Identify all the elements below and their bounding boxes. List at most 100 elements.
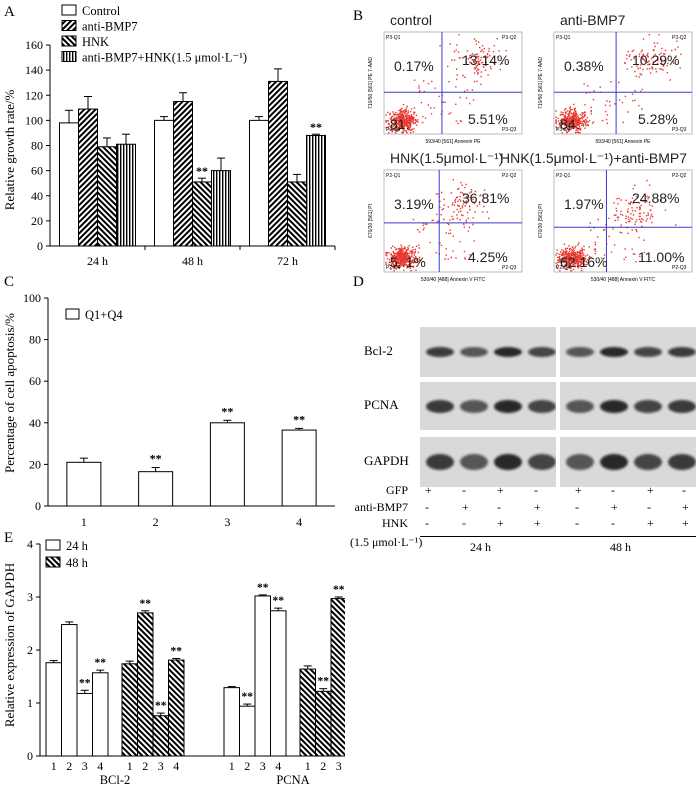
y-axis-label: Relative growth rate/% [2,90,17,211]
y-tick-label: 160 [25,38,43,52]
panel-label-c: C [4,274,15,290]
bar-group-2 [138,471,174,507]
legend-label: anti-BMP7+HNK(1.5 μmol·L⁻¹) [82,51,247,65]
y-tick-label: 4 [27,537,33,551]
significance-marker: ** [293,412,305,426]
panel-label-b: B [353,8,364,24]
blot-band [494,347,522,357]
quadrant-tag: P2-Q1 [556,173,571,179]
blot-band [600,347,628,357]
condition-mark: - [575,500,579,514]
quadrant-tag: P2-Q3 [672,265,687,271]
quadrant-q3-percent: 4.25% [468,249,508,265]
quadrant-tag: P3-Q1 [386,35,401,41]
hnk-concentration-note: (1.5 μmol·L⁻¹) [350,535,423,549]
bar-hnk-48h [192,181,212,247]
quadrant-tag: P2-Q2 [502,173,517,179]
condition-mark: - [647,500,651,514]
significance-marker: ** [95,657,107,669]
bar-anti-bmp7-hnk-48h [211,170,231,247]
quadrant-tag: P3-Q2 [502,35,517,41]
condition-mark: + [534,516,541,530]
condition-mark: + [647,483,654,497]
bar-pcna-24h-4 [270,610,287,757]
flow-scatter: P3-Q1 P3-Q2 P3-Q3 P3-Q4 593/40 [561] Annexin… [368,31,523,145]
quadrant-q4-percent: 81. [390,116,410,132]
y-tick-label: 0 [35,499,41,513]
x-tick-label: 2 [244,759,250,773]
flow-plot-title: anti-BMP7 [560,12,626,28]
condition-mark: + [682,500,689,514]
blot-band [426,347,454,357]
condition-mark: + [534,500,541,514]
blot-strip-bcl-2-48h [560,327,696,377]
quadrant-q2-percent: 10.29% [632,52,680,68]
quadrant-tag: P2-Q2 [672,173,687,179]
time-label: 48 h [610,540,631,554]
x-axis-label: 593/40 [561] Annexin PE [595,139,651,145]
legend-swatch [61,51,77,62]
chart-a: Relative growth rate/% Control anti-BMP7H… [2,4,336,268]
flow-events [555,34,682,134]
bar-pcna-48h-2 [315,690,332,757]
bar-bcl-2-48h-3 [152,715,169,757]
bar-hnk-24h [97,146,117,247]
x-tick-label: 48 h [182,254,203,268]
y-axis-label: Percentage of cell apoptosis/% [2,313,17,473]
y-axis-label: 710/50 [561] PE 7-AAD [368,57,374,109]
bar-anti-bmp7-48h [173,101,193,247]
quadrant-tag: P3-Q4 [556,127,571,133]
condition-mark: - [682,483,686,497]
legend-label: 48 h [66,556,89,570]
quadrant-tag: P2-Q3 [502,265,517,271]
flow-scatter: P3-Q1 P3-Q2 P3-Q3 P3-Q4 593/40 [561] Annexin… [538,31,693,145]
blot-strip-gapdh-48h [560,437,696,487]
x-tick-label: 1 [51,759,57,773]
y-axis-label: 670/30 [561] PI [538,204,544,238]
bar-pcna-24h-1 [223,687,240,757]
bar-bcl-2-24h-2 [61,624,78,757]
y-tick-label: 20 [29,457,41,471]
significance-marker: ** [310,120,322,134]
significance-marker: ** [257,582,269,594]
bar-bcl-2-48h-2 [137,612,154,757]
x-tick-label: 1 [81,515,87,529]
quadrant-tag: P2-Q4 [556,265,571,271]
significance-marker: ** [333,584,345,596]
bar-pcna-24h-2 [239,705,256,757]
legend-swatch [61,35,77,47]
blot-strip-pcna-24h [420,382,556,430]
quadrant-q4-percent: 84. [560,116,580,132]
quadrant-tag: P3-Q3 [502,127,517,133]
legend-label: 24 h [66,539,89,553]
bar-anti-bmp7-hnk-72h [306,134,326,247]
flow-plot-title: control [390,12,433,28]
blot-row-label: GAPDH [364,453,409,468]
bar-group-3 [209,422,245,507]
y-tick-label: 40 [31,189,43,203]
condition-mark: + [575,483,582,497]
y-axis-label: 710/50 [561] PE 7-AAD [538,57,544,109]
panel-label-d: D [353,274,364,290]
quadrant-q4-percent: 5 .1% [390,254,426,270]
y-tick-label: 2 [27,643,33,657]
blot-band [566,347,594,357]
blot-band [494,454,522,470]
x-tick-label: 4 [173,759,179,773]
time-group-line [420,536,696,537]
blot-band [600,454,628,470]
legend-swatch [61,20,77,31]
time-label: 24 h [470,540,491,554]
flow-plot-2: P3-Q1 P3-Q2 P3-Q3 P3-Q4 593/40 [561] Annexin… [530,12,696,146]
quadrant-q1-percent: 3.19% [394,196,434,212]
group-label: BCl-2 [100,773,131,787]
quadrant-q1-percent: 0.17% [394,58,434,74]
legend-label: Q1+Q4 [85,308,123,322]
blot-band [528,399,556,413]
flow-plot-1: P3-Q1 P3-Q2 P3-Q3 P3-Q4 593/40 [561] Annexin… [360,12,526,146]
flow-events [385,34,507,134]
significance-marker: ** [140,598,152,610]
bar-bcl-2-48h-1 [121,663,138,757]
blot-band [566,454,594,470]
condition-mark: - [575,516,579,530]
